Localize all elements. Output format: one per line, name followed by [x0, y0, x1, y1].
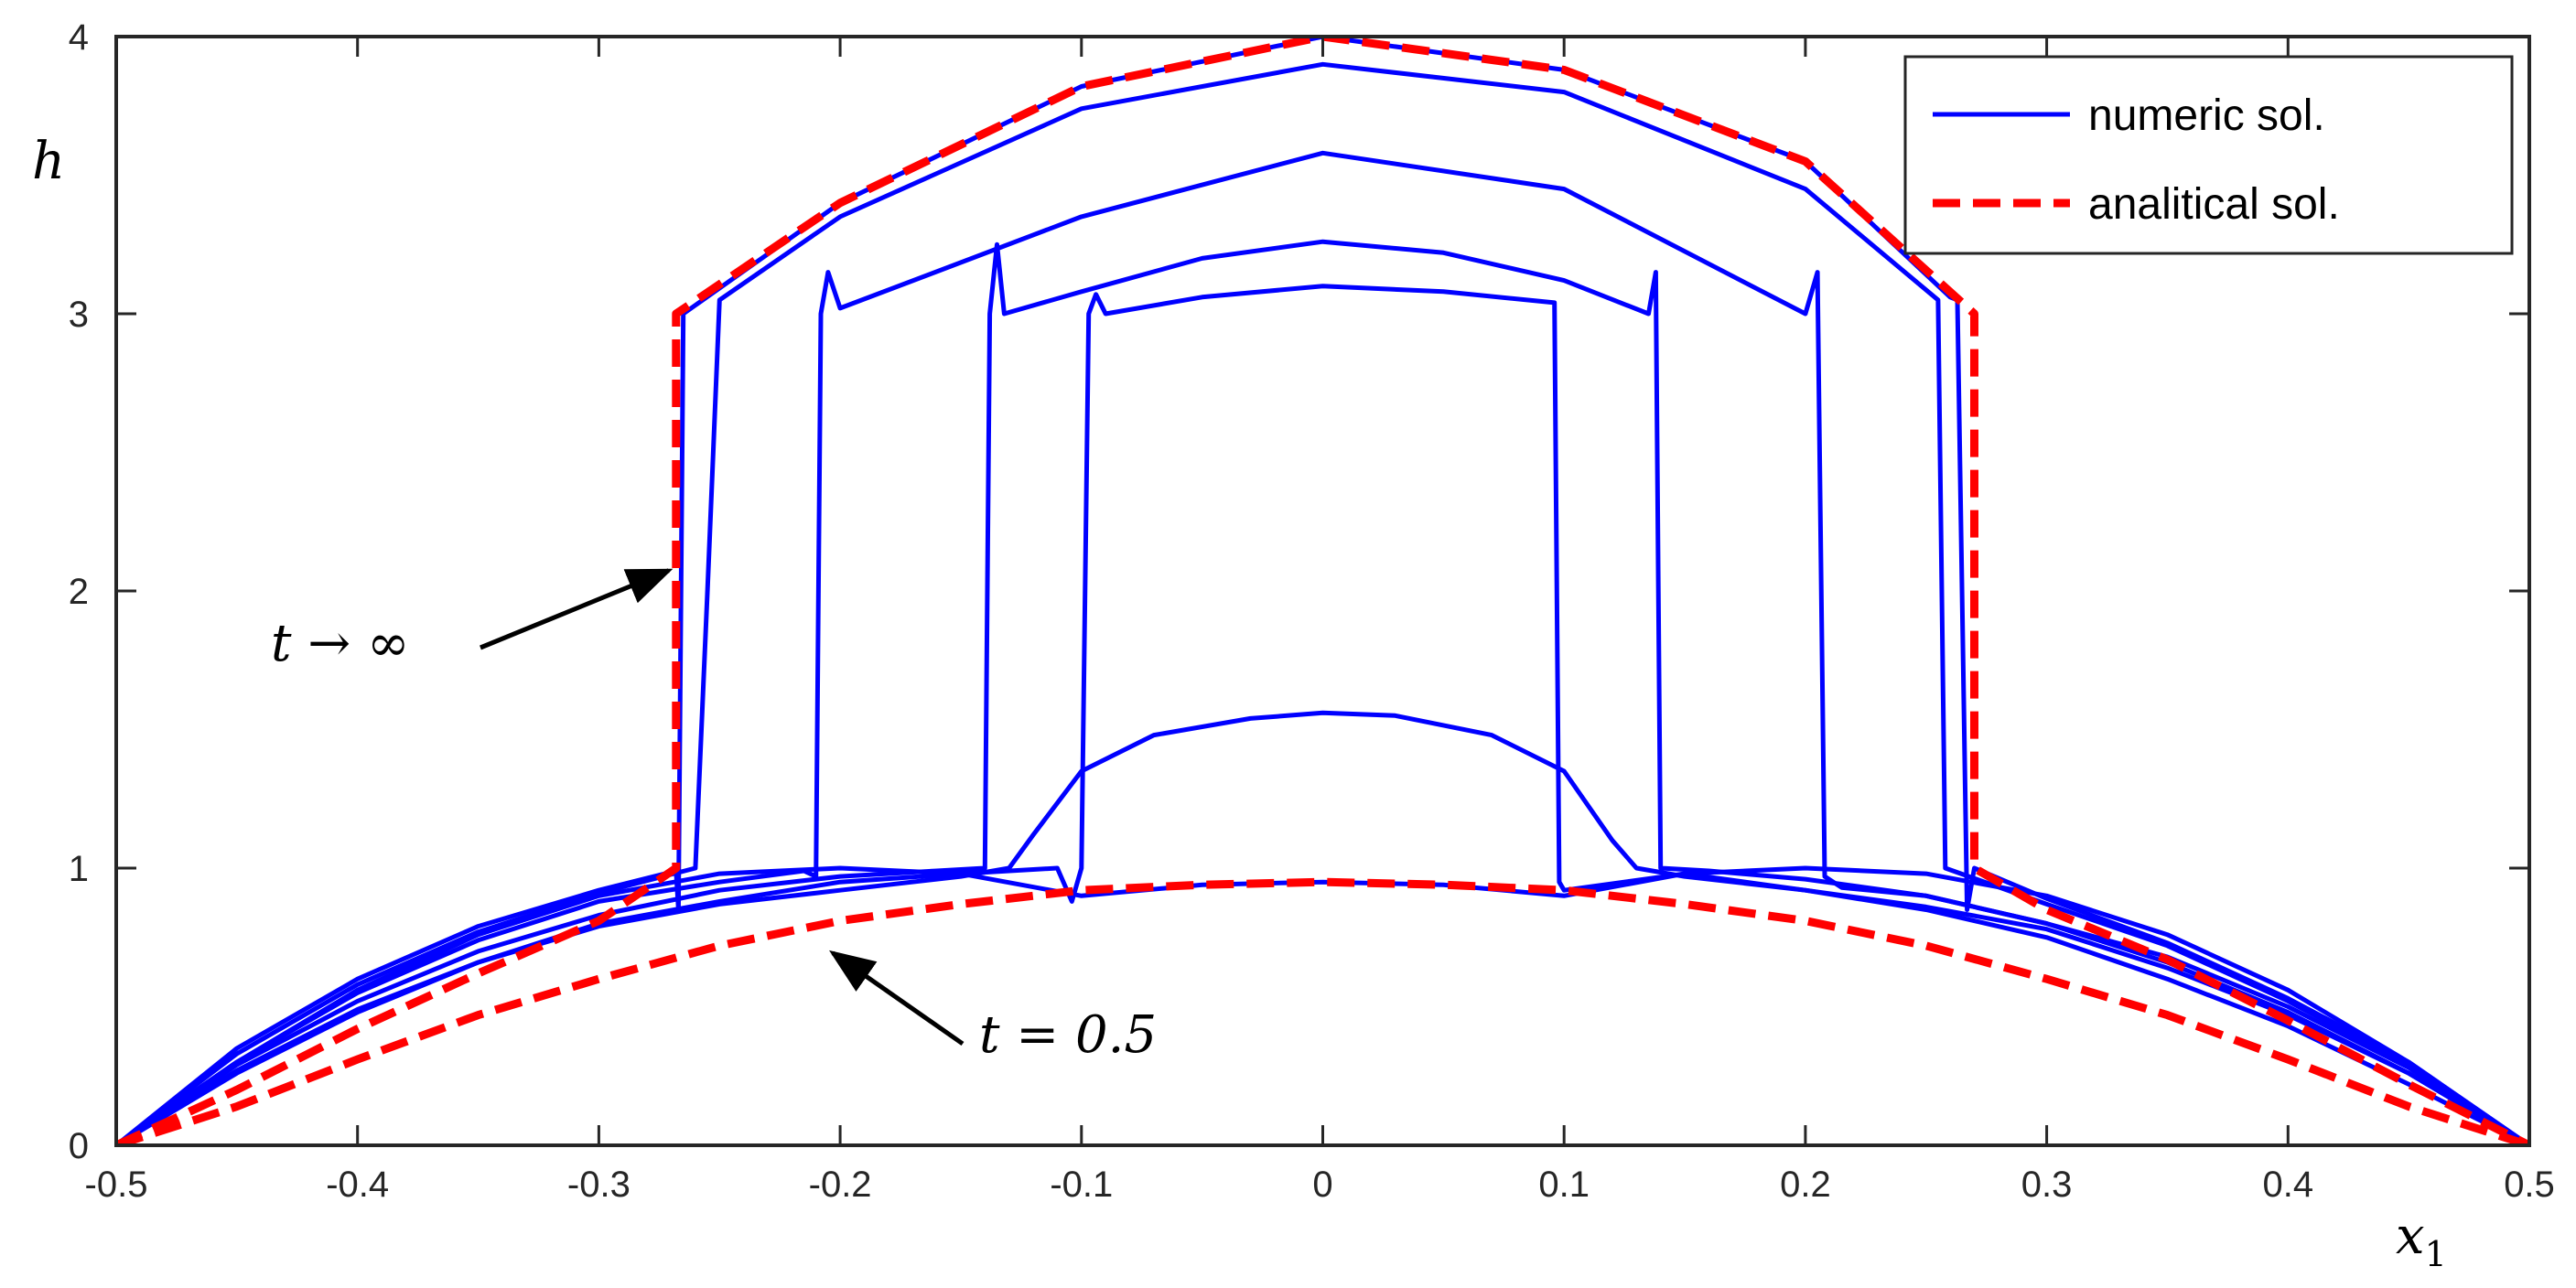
- x-tick-label: -0.5: [85, 1165, 148, 1205]
- legend-box: [1903, 55, 2514, 255]
- y-tick-label: 3: [69, 295, 89, 335]
- axis-ticks: -0.5 -0.4 -0.3 -0.2 -0.1 0 0.1 0.2 0.3 0.4 0.5 0 1 2 3…: [69, 17, 2555, 1205]
- x-tick-label: 0.1: [1538, 1165, 1590, 1205]
- x-tick-label: -0.2: [809, 1165, 872, 1205]
- annotation-t-0.5: t = 0.5: [979, 1005, 1157, 1065]
- analytical-curve: [116, 37, 2529, 1145]
- y-tick-label: 0: [69, 1126, 89, 1166]
- analytical-curve: [116, 877, 2529, 1145]
- numeric-curve: [116, 150, 2529, 1145]
- x-tick-label: -0.3: [567, 1165, 631, 1205]
- x-axis-label: x1: [2396, 1207, 2447, 1274]
- x-tick-label: 0: [1312, 1165, 1332, 1205]
- annotation-t-infinity: t → ∞: [271, 614, 410, 673]
- y-tick-label: 1: [69, 849, 89, 889]
- x-tick-label: 0.3: [2021, 1165, 2073, 1205]
- x-tick-label: 0.2: [1780, 1165, 1831, 1205]
- numeric-curve: [116, 61, 2529, 1145]
- x-axis-label-subscript: 1: [2425, 1234, 2447, 1274]
- legend-label-analytical: analitical sol.: [2088, 180, 2340, 229]
- x-tick-label: -0.4: [326, 1165, 389, 1205]
- y-axis-label: h: [32, 132, 65, 191]
- y-tick-label: 2: [69, 572, 89, 612]
- annotation-arrow-t-infinity: [480, 568, 674, 650]
- x-tick-label: -0.1: [1050, 1165, 1113, 1205]
- x-axis-label-main: x: [2396, 1207, 2425, 1266]
- numeric-curve: [116, 239, 2529, 1145]
- numeric-curve: [116, 865, 2529, 1145]
- y-tick-label: 4: [69, 17, 89, 58]
- plot-curves: [116, 37, 2529, 1145]
- numeric-curve: [116, 284, 2529, 1145]
- numeric-curve: [116, 710, 2529, 1145]
- legend-label-numeric: numeric sol.: [2088, 91, 2325, 140]
- annotation-arrow-t-0.5: [829, 950, 965, 1046]
- x-tick-label: 0.4: [2262, 1165, 2313, 1205]
- annotations: t → ∞ t = 0.5: [271, 568, 1157, 1065]
- legend: numeric sol. analitical sol.: [1903, 55, 2514, 255]
- x-tick-label: 0.5: [2504, 1165, 2555, 1205]
